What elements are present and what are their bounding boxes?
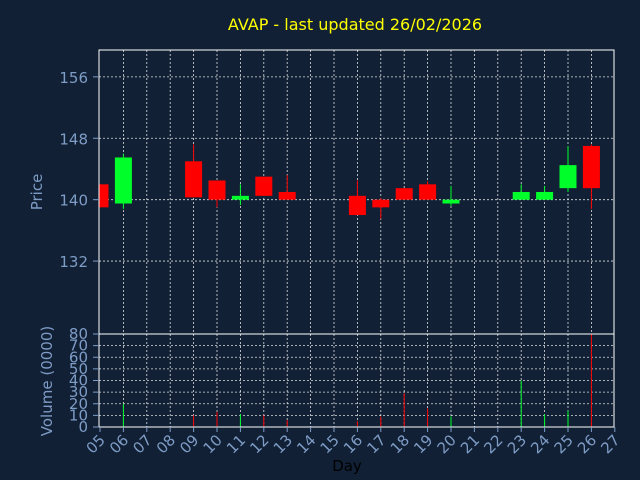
candle-body <box>114 157 132 204</box>
candle-body <box>419 184 437 200</box>
price-axis-label: Price <box>28 174 46 211</box>
volume-bars <box>122 334 592 427</box>
x-tick-label: 17 <box>363 431 389 457</box>
x-tick-label: 27 <box>597 431 623 457</box>
candle-body <box>348 195 366 216</box>
price-panel: 132 140 148 156 Price <box>28 49 615 335</box>
volume-y-tick-label: 80 <box>69 325 88 343</box>
candle-body <box>278 192 296 200</box>
chart-title: AVAP - last updated 26/02/2026 <box>228 15 482 34</box>
price-y-tick-label: 148 <box>59 130 88 148</box>
x-tick-label: 22 <box>480 431 506 457</box>
x-tick-label: 19 <box>410 431 436 457</box>
x-tick-label: 12 <box>246 431 272 457</box>
x-tick-label: 24 <box>527 431 553 457</box>
x-tick-label: 07 <box>129 431 155 457</box>
candle-body <box>512 192 530 200</box>
x-tick-label: 10 <box>200 431 226 457</box>
volume-y-tick-label: 10 <box>69 406 88 424</box>
price-candles <box>99 144 600 219</box>
x-tick-label: 20 <box>434 431 460 457</box>
volume-y-tick-label: 50 <box>69 360 88 378</box>
candle-body <box>255 176 273 196</box>
x-tick-label: 13 <box>270 431 296 457</box>
volume-grid <box>99 333 614 428</box>
candle-body <box>536 192 554 200</box>
candle-body <box>395 188 413 200</box>
x-tick-label: 14 <box>293 431 319 457</box>
x-tick-label: 18 <box>387 431 413 457</box>
candle-body <box>372 199 390 208</box>
volume-y-tick-label: 0 <box>78 418 88 436</box>
x-tick-label: 11 <box>223 431 249 457</box>
x-tick-label: 15 <box>317 431 343 457</box>
x-tick-label: 23 <box>504 431 530 457</box>
x-axis-label: Day <box>332 457 362 475</box>
candle-body <box>559 165 577 189</box>
candle-body <box>582 145 600 189</box>
candle-body <box>231 195 249 200</box>
candle-body <box>208 180 226 200</box>
volume-y-tick-label: 70 <box>69 337 88 355</box>
x-tick-label: 21 <box>457 431 483 457</box>
x-tick-label: 25 <box>551 431 577 457</box>
x-tick-label: 16 <box>340 431 366 457</box>
x-tick-label: 26 <box>574 431 600 457</box>
x-tick-label: 08 <box>153 431 179 457</box>
price-y-tick-label: 140 <box>59 192 88 210</box>
candle-body <box>442 199 460 204</box>
price-y-tick-label: 132 <box>59 253 88 271</box>
candle-body <box>99 184 109 208</box>
volume-y-tick-label: 60 <box>69 348 88 366</box>
x-tick-label: 09 <box>176 431 202 457</box>
x-axis-ticks: 0506070809101112131415161718192021222324… <box>83 427 624 457</box>
volume-axis-label: Volume (0000) <box>38 326 56 436</box>
x-tick-label: 06 <box>106 431 132 457</box>
volume-y-tick-label: 20 <box>69 395 88 413</box>
candle-body <box>185 161 203 198</box>
volume-y-tick-label: 30 <box>69 383 88 401</box>
price-y-tick-label: 156 <box>59 69 88 87</box>
price-y-ticks: 132 140 148 156 <box>59 69 99 271</box>
volume-y-tick-label: 40 <box>69 372 88 390</box>
